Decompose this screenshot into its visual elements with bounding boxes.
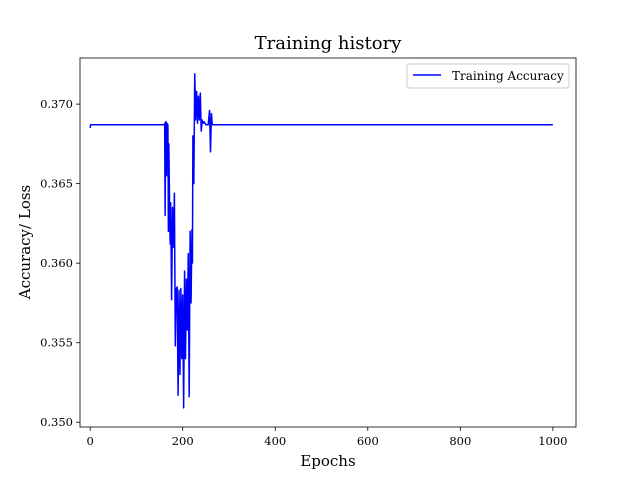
x-tick-label: 400	[264, 434, 286, 448]
y-tick-label: 0.360	[40, 256, 73, 270]
legend-label-training-accuracy: Training Accuracy	[452, 69, 564, 83]
chart-title: Training history	[255, 33, 403, 54]
x-axis-title: Epochs	[300, 452, 355, 470]
y-tick-label: 0.350	[40, 415, 73, 429]
plot-frame	[79, 57, 577, 428]
x-tick-label: 600	[357, 434, 379, 448]
legend: Training Accuracy	[406, 63, 570, 89]
legend-box	[406, 63, 570, 89]
y-axis-title: Accuracy/ Loss	[16, 185, 34, 301]
x-tick-label: 800	[449, 434, 471, 448]
plot-area	[80, 58, 576, 427]
y-axis-ticks: 0.350 0.355 0.360 0.365 0.370	[40, 97, 80, 429]
y-tick-label: 0.370	[40, 97, 73, 111]
y-tick-label: 0.355	[40, 336, 73, 350]
y-tick-label: 0.365	[40, 177, 73, 191]
x-tick-label: 200	[172, 434, 194, 448]
x-tick-label: 1000	[538, 434, 567, 448]
series-line-training-accuracy	[89, 73, 553, 409]
x-axis-ticks: 0 200 400 600 800 1000	[87, 427, 568, 448]
x-tick-label: 0	[87, 434, 94, 448]
